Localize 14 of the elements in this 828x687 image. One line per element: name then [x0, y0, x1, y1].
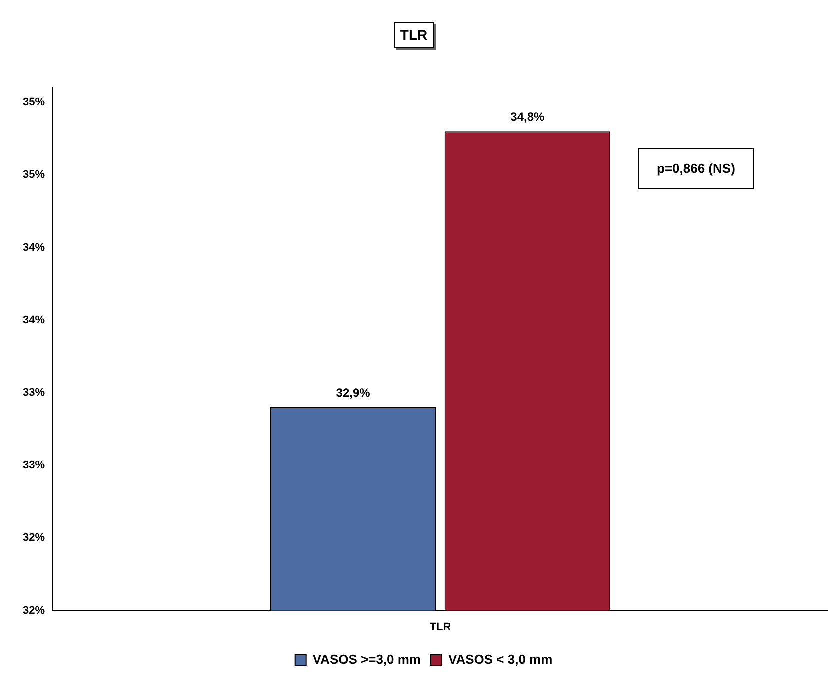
y-tick-label: 32% — [22, 532, 46, 544]
y-tick-label: 34% — [22, 314, 46, 326]
y-tick-label: 33% — [22, 387, 46, 399]
legend-label: VASOS >=3,0 mm — [312, 652, 421, 668]
y-tick-label: 32% — [22, 604, 46, 617]
y-tick-label: 35% — [22, 96, 46, 109]
annotation: p=0,866 (NS) — [638, 148, 754, 189]
y-tick-label: 33% — [22, 460, 46, 472]
data-label: 34,8% — [510, 110, 546, 124]
chart-title: TLR — [394, 22, 434, 48]
y-tick-label: 34% — [22, 242, 46, 254]
legend-label: VASOS < 3,0 mm — [448, 652, 553, 668]
y-tick-label: 35% — [22, 169, 46, 182]
data-label: 32,9% — [336, 386, 371, 400]
